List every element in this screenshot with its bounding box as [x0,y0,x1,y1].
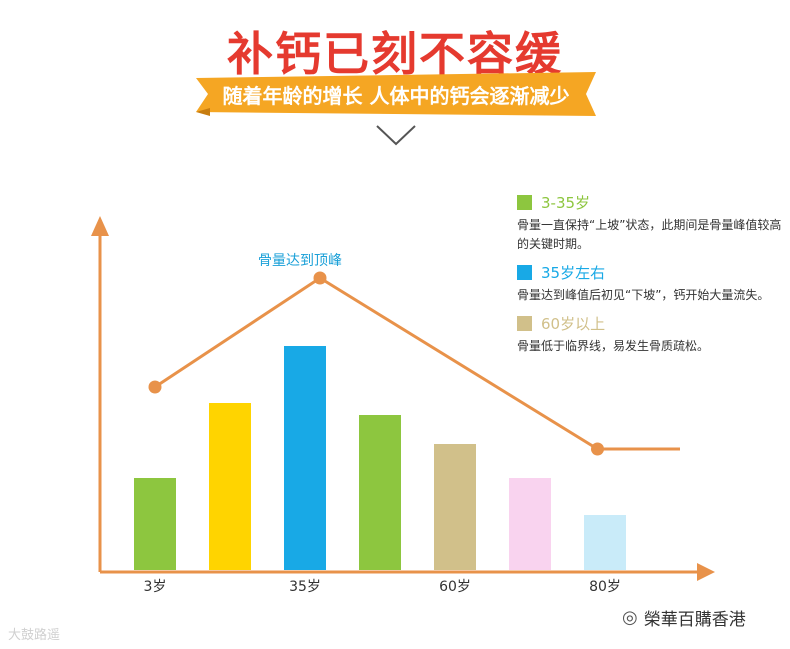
bar [434,444,476,570]
bar-series [134,346,626,570]
x-tick-label: 3岁 [144,579,167,595]
legend-swatch [517,315,532,331]
chevron-down-icon [376,125,416,146]
legend-desc: 骨量低于临界线，易发生骨质疏松。 [517,339,710,353]
ribbon-subtitle: 随着年龄的增长 人体中的钙会逐渐减少 [222,84,570,108]
trend-point [591,442,604,456]
legend-title: 35岁左右 [541,263,606,282]
x-tick-label: 60岁 [439,579,471,595]
bar [284,346,326,570]
chart-legend: 3-35岁 骨量一直保持“上坡”状态，此期间是骨量峰值较高的关键时期。 35岁左… [517,190,787,362]
x-tick-label: 35岁 [289,579,321,595]
watermark-right-text: 榮華百購香港 [643,610,746,630]
legend-title: 60岁以上 [541,314,606,333]
trend-polyline [154,276,680,451]
bar [359,415,401,570]
legend-swatch [517,194,532,210]
legend-desc: 骨量一直保持“上坡”状态，此期间是骨量峰值较高的关键时期。 [517,218,782,251]
watermark-right: ◎ 榮華百購香港 [622,605,746,630]
x-tick-labels: 3岁 35岁 60岁 80岁 [144,579,621,595]
bar [584,515,626,570]
wechat-icon: ◎ [622,607,638,628]
chart-axes [91,216,715,581]
watermark-left: 大鼓路遥 [8,624,60,643]
legend-item: 60岁以上 骨量低于临界线，易发生骨质疏松。 [517,311,787,356]
legend-swatch [517,264,532,280]
legend-item: 35岁左右 骨量达到峰值后初见“下坡”，钙开始大量流失。 [517,260,787,305]
bar [509,478,551,570]
page-title: 补钙已刻不容缓 [227,27,563,81]
peak-annotation: 骨量达到顶峰 [258,253,342,269]
ribbon-banner [196,72,596,116]
y-axis-arrow [91,216,109,236]
legend-desc: 骨量达到峰值后初见“下坡”，钙开始大量流失。 [517,288,770,302]
legend-item: 3-35岁 骨量一直保持“上坡”状态，此期间是骨量峰值较高的关键时期。 [517,190,787,254]
bar [134,478,176,570]
trend-line [148,271,680,456]
trend-point [313,271,327,285]
x-tick-label: 80岁 [589,579,621,595]
trend-point [148,380,162,394]
watermark-left-text: 大鼓路遥 [8,628,61,643]
legend-title: 3-35岁 [541,193,591,212]
bar [209,403,251,570]
x-axis-arrow [697,563,715,581]
